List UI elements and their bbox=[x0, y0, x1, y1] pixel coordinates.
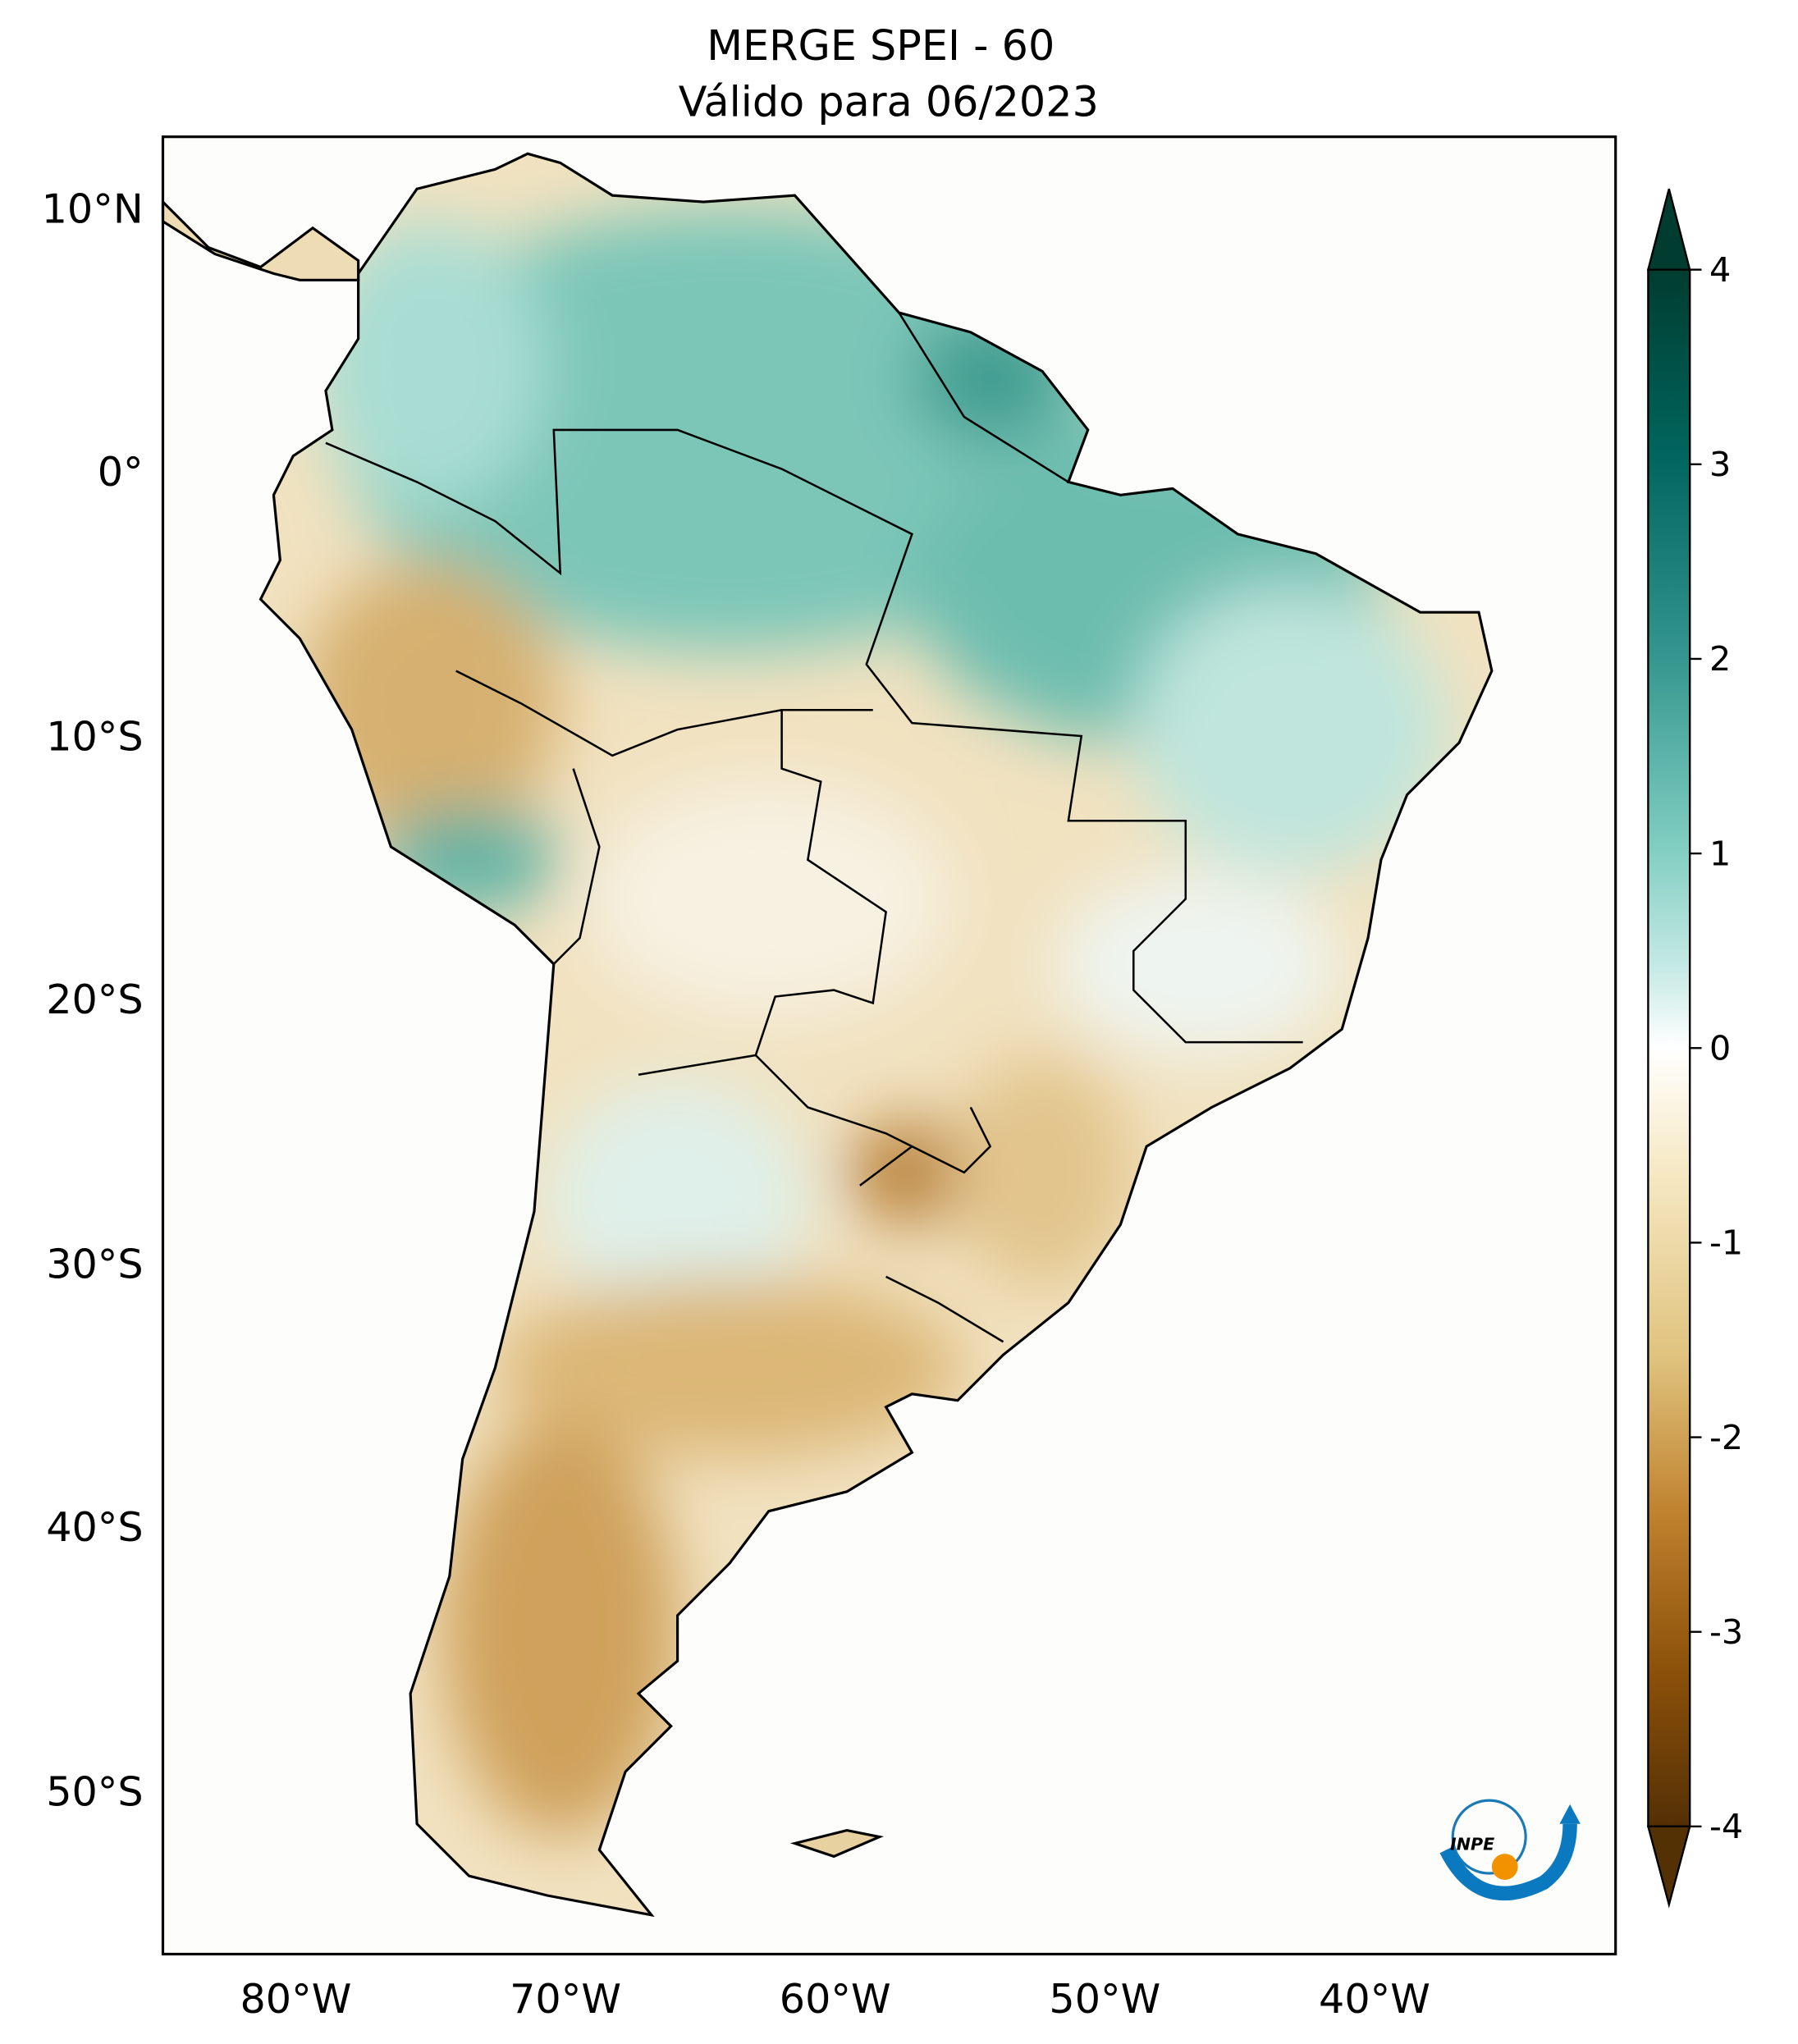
colorbar-tick-label: 1 bbox=[1709, 834, 1731, 873]
central-america bbox=[161, 199, 360, 281]
map-frame bbox=[161, 135, 1617, 1956]
colorbar-tick-label: 4 bbox=[1709, 250, 1731, 290]
y-tick-label: 10°S bbox=[46, 712, 143, 760]
y-tick-label: 20°S bbox=[46, 976, 143, 1023]
x-tick-label: 60°W bbox=[780, 1975, 891, 2023]
colorbar-tick-label: -2 bbox=[1709, 1418, 1743, 1457]
x-tick-label: 50°W bbox=[1049, 1975, 1160, 2023]
colorbar-tick-label: 0 bbox=[1709, 1029, 1731, 1068]
country-borders bbox=[325, 194, 1303, 1343]
colorbar: 4 3 2 1 0 -1 -2 -3 -4 bbox=[1646, 188, 1743, 1909]
colorbar-tick-label: 2 bbox=[1709, 639, 1731, 679]
colorbar-tick-label: -1 bbox=[1709, 1223, 1743, 1263]
y-axis: 10°N 0° 10°S 20°S 30°S 40°S 50°S bbox=[42, 185, 144, 1815]
colorbar-tick-label: -4 bbox=[1709, 1807, 1743, 1846]
y-tick-label: 40°S bbox=[46, 1503, 143, 1551]
x-tick-label: 80°W bbox=[240, 1975, 351, 2023]
x-tick-label: 40°W bbox=[1319, 1975, 1430, 2023]
y-tick-label: 30°S bbox=[46, 1240, 143, 1287]
logo-text: INPE bbox=[1450, 1834, 1494, 1854]
x-tick-label: 70°W bbox=[510, 1975, 621, 2023]
y-tick-label: 50°S bbox=[46, 1767, 143, 1815]
falkland-islands bbox=[789, 1829, 885, 1859]
colorbar-extend-max bbox=[1646, 188, 1691, 271]
title-line-2: Válido para 06/2023 bbox=[679, 77, 1099, 126]
colorbar-tick-label: 3 bbox=[1709, 445, 1731, 484]
inpe-logo: INPE bbox=[1439, 1799, 1581, 1901]
colorbar-extend-min bbox=[1646, 1825, 1691, 1909]
title-line-1: MERGE SPEI - 60 bbox=[707, 21, 1055, 70]
colorbar-tick-label: -3 bbox=[1709, 1612, 1743, 1652]
y-tick-label: 0° bbox=[98, 448, 144, 496]
map-area bbox=[161, 136, 1616, 1955]
x-axis: 80°W 70°W 60°W 50°W 40°W bbox=[240, 1975, 1430, 2023]
colorbar-gradient bbox=[1647, 268, 1691, 1828]
y-tick-label: 10°N bbox=[42, 185, 144, 232]
